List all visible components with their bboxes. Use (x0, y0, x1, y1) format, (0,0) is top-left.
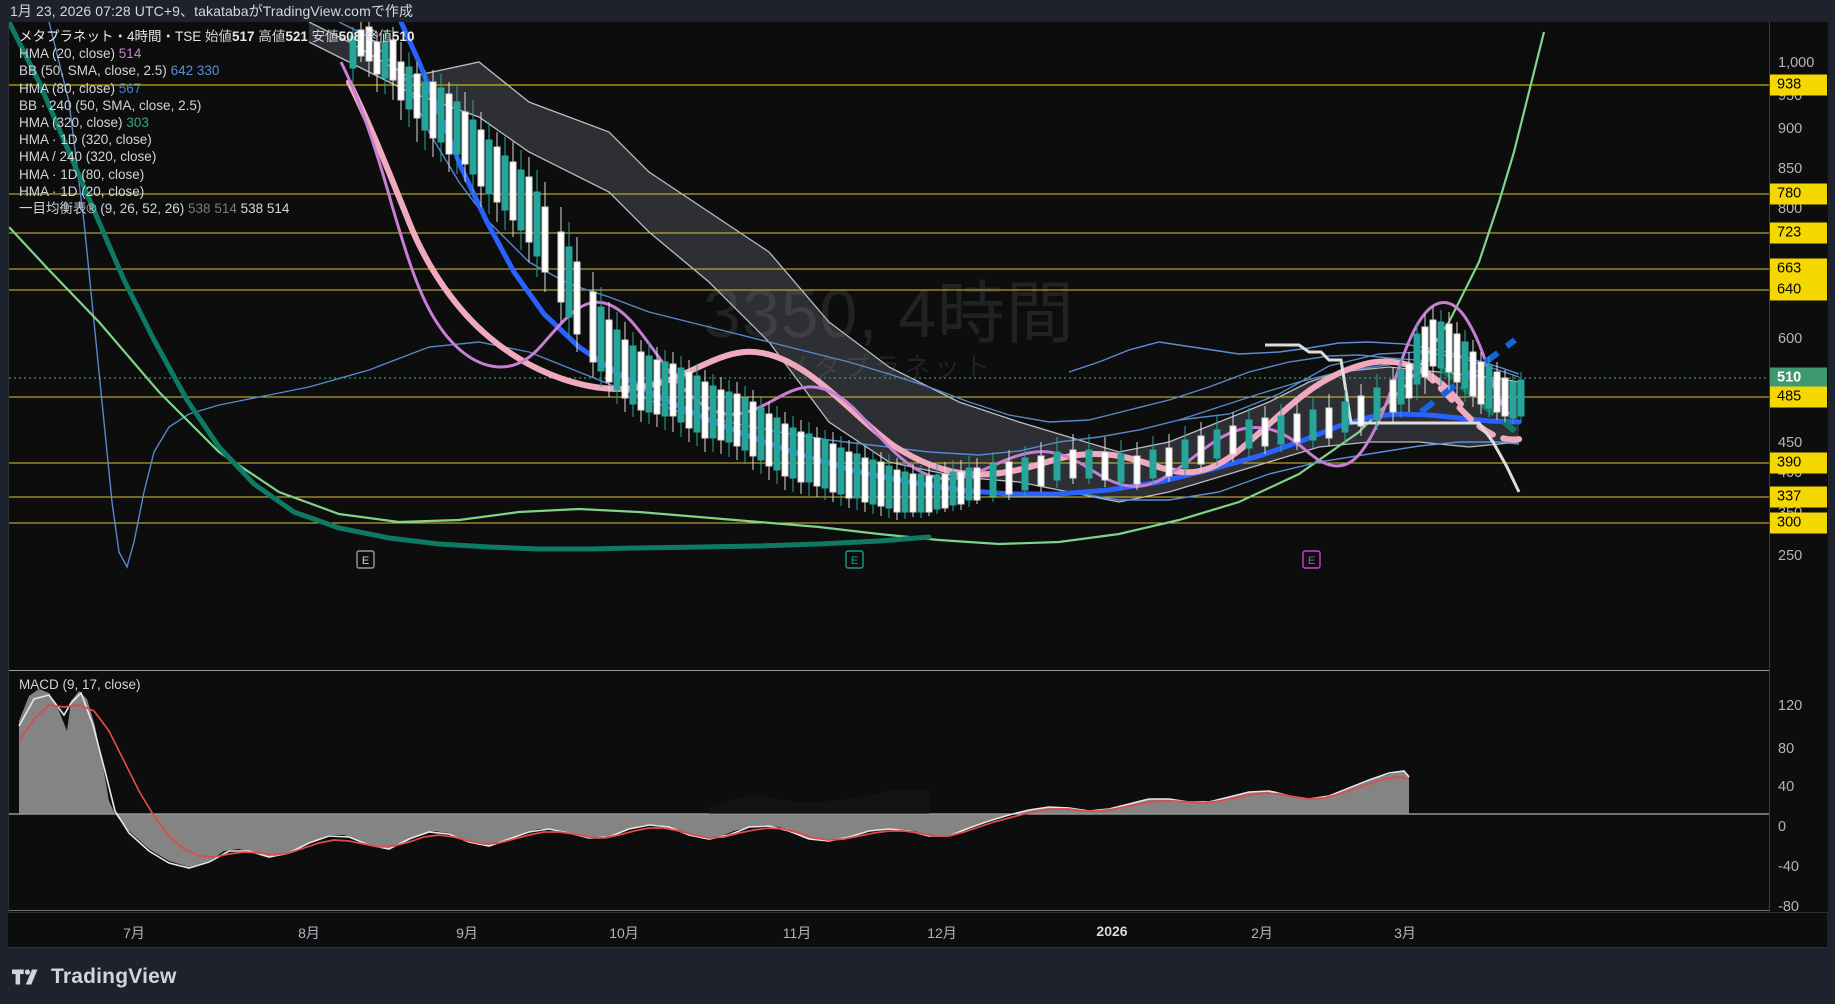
attribution-bar: 1月 23, 2026 07:28 UTC+9、takatabaがTrading… (0, 0, 1835, 22)
ichimoku-cloud (309, 22, 1519, 502)
price-label-highlight[interactable]: 640 (1770, 279, 1827, 301)
price-tick: 900 (1778, 121, 1803, 137)
price-label-highlight[interactable]: 390 (1770, 452, 1827, 474)
price-tick: 450 (1778, 435, 1803, 451)
hma-1d-320-line (9, 22, 932, 552)
price-tick: 850 (1778, 161, 1803, 177)
pink-ma-line (346, 79, 1464, 478)
time-tick: 9月 (456, 925, 478, 941)
teal-dashed-trendline[interactable] (1418, 347, 1523, 439)
macd-bottom-border (9, 910, 1769, 911)
candlestick-series (349, 22, 1525, 520)
macd-chart-svg (9, 689, 1769, 869)
price-chart-svg: E E E (9, 22, 1769, 569)
macd-tick: -40 (1778, 859, 1799, 875)
price-tick: 250 (1778, 548, 1803, 564)
price-label-highlight[interactable]: 485 (1770, 386, 1827, 408)
macd-pane[interactable]: MACD (9, 17, close) (9, 671, 1769, 912)
price-tick: 1,000 (1778, 55, 1815, 71)
price-tick: 600 (1778, 331, 1803, 347)
hma-20-line (339, 61, 1511, 488)
pane-separator[interactable] (9, 670, 1769, 671)
tradingview-mark-icon (12, 969, 38, 985)
chart-frame[interactable]: 3350, 4時間 メタプラネット (8, 22, 1828, 915)
earnings-marker-3-icon[interactable] (1302, 550, 1321, 569)
price-label-highlight[interactable]: 663 (1770, 258, 1827, 280)
time-tick: 11月 (782, 925, 812, 941)
macd-tick: 0 (1778, 819, 1787, 835)
macd-signal-line (18, 704, 1410, 858)
earnings-marker-2-icon[interactable] (845, 550, 864, 569)
macd-tick: 120 (1778, 698, 1803, 714)
time-tick: 10月 (609, 925, 639, 941)
time-tick-year: 2026 (1096, 923, 1128, 939)
price-label-highlight[interactable]: 780 (1770, 183, 1827, 205)
price-label-highlight[interactable]: 300 (1770, 512, 1827, 534)
time-tick: 7月 (123, 925, 145, 941)
price-label-highlight[interactable]: 337 (1770, 486, 1827, 508)
macd-tick: 80 (1778, 741, 1795, 757)
time-scale[interactable]: 7月 8月 9月 10月 11月 12月 2026 2月 3月 (8, 912, 1827, 948)
earnings-marker-1-icon[interactable] (356, 550, 375, 569)
time-tick: 3月 (1394, 925, 1416, 941)
macd-histogram-bottom (115, 771, 1409, 867)
macd-histogram-shade (709, 789, 929, 814)
time-tick: 8月 (298, 925, 320, 941)
main-price-pane[interactable]: 3350, 4時間 メタプラネット (9, 22, 1769, 670)
pink-ma-projection (1418, 367, 1528, 443)
bb-lower-band (48, 22, 1410, 569)
price-label-highlight[interactable]: 938 (1770, 74, 1827, 96)
time-tick: 12月 (927, 925, 957, 941)
earnings-markers-group: E E E (356, 550, 1321, 569)
price-scale[interactable]: 1,000 950 900 850 800 750 700 600 550 45… (1769, 22, 1828, 915)
price-tick: 800 (1778, 201, 1803, 217)
drawing-step-line (1265, 343, 1521, 493)
current-price-label[interactable]: 510 (1770, 367, 1827, 389)
macd-tick: -80 (1778, 899, 1799, 915)
macd-histogram-top (19, 689, 1409, 814)
svg-text:E: E (362, 555, 369, 567)
horizontal-price-levels (9, 84, 1769, 524)
svg-text:E: E (1308, 555, 1315, 567)
tradingview-logo[interactable]: TradingView (12, 962, 177, 992)
bb-240-lower (1068, 441, 1520, 501)
macd-tick: 40 (1778, 779, 1795, 795)
blue-dashed-trendline[interactable] (1419, 337, 1517, 415)
tradingview-logo-text: TradingView (51, 965, 177, 988)
svg-text:E: E (851, 555, 858, 567)
time-tick: 2月 (1251, 925, 1273, 941)
price-label-highlight[interactable]: 723 (1770, 222, 1827, 244)
